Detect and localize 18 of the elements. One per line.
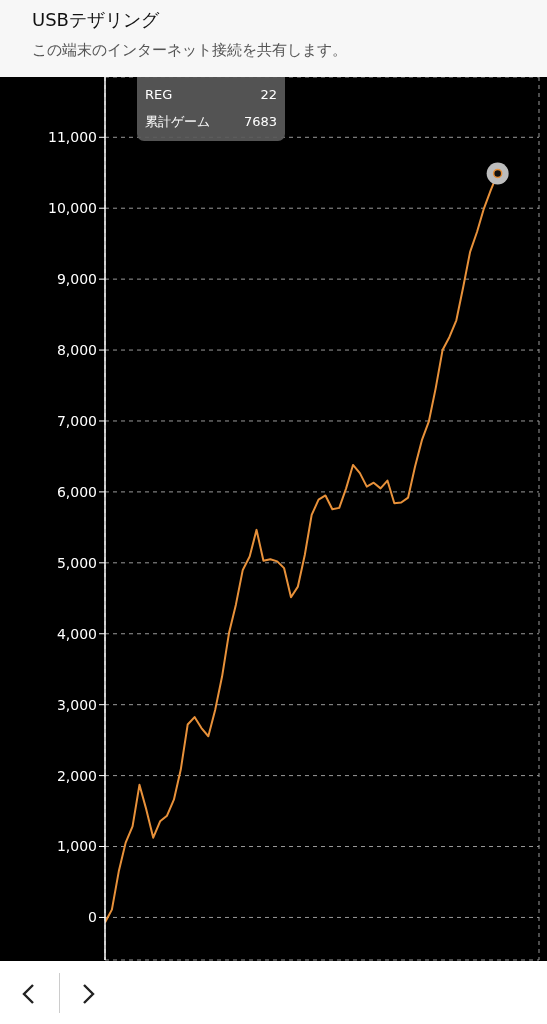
annotation: 累計ゲーム [145, 112, 210, 131]
y-tick-label: 8,000 [56, 342, 97, 359]
y-tick-label: 0 [88, 909, 97, 926]
y-tick-label: 2,000 [56, 767, 97, 784]
y-tick-label: 1,000 [56, 838, 97, 855]
annotation: 7683 [243, 114, 277, 129]
y-tick-label: 3,000 [56, 696, 97, 713]
y-tick-label: 10,000 [48, 200, 97, 217]
y-tick-label: 5,000 [56, 554, 97, 571]
y-tick-label: 6,000 [56, 483, 97, 500]
annotation: REG [145, 87, 173, 102]
y-tick-label: 7,000 [56, 412, 97, 429]
y-tick-label: 4,000 [56, 625, 97, 642]
chart-subtitle: この端末のインターネット接続を共有します。 [32, 41, 347, 60]
y-tick-label: 11,000 [48, 129, 97, 146]
annotation: 22 [260, 87, 277, 102]
chart-title: USBテザリング [32, 8, 159, 32]
y-tick-label: 9,000 [56, 271, 97, 288]
